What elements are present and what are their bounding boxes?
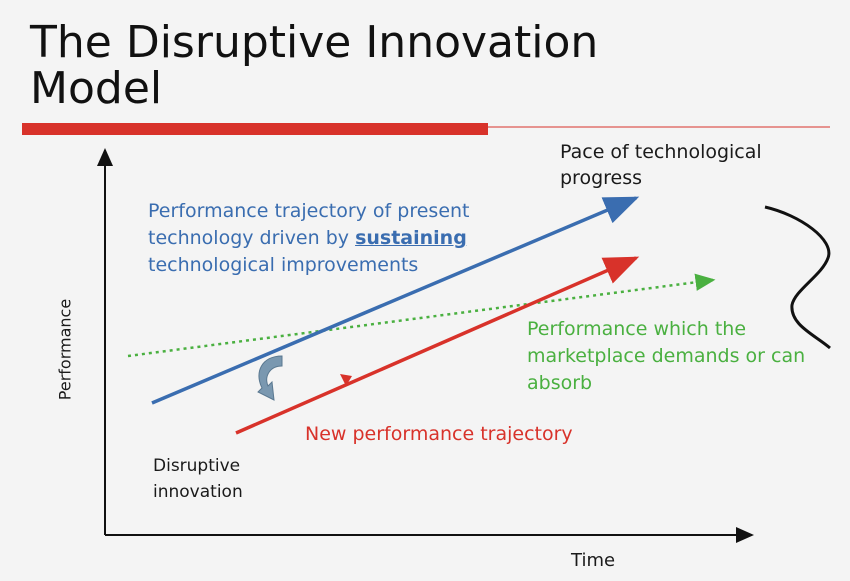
- curved-arrow-icon: [257, 355, 283, 401]
- y-axis-label: Performance: [55, 298, 75, 401]
- title-line-1: The Disruptive Innovation: [30, 17, 599, 68]
- sustaining-label: Performance trajectory of present techno…: [148, 198, 508, 279]
- new-trajectory-mid-arrow: [340, 374, 352, 386]
- disruptive-label: Disruptive innovation: [153, 456, 243, 502]
- title-bar: [22, 123, 488, 135]
- sustaining-label-pre: Performance trajectory of present techno…: [148, 200, 470, 249]
- slide-title: The Disruptive Innovation Model: [30, 20, 598, 112]
- market-label: Performance which the marketplace demand…: [527, 318, 806, 394]
- new-trajectory-line: [235, 256, 640, 435]
- new-trajectory-label: New performance trajectory: [305, 423, 573, 445]
- x-axis-label: Time: [571, 550, 616, 571]
- brace-curve: [764, 205, 831, 350]
- title-line-2: Model: [30, 63, 163, 114]
- sustaining-trajectory-line: [151, 196, 640, 405]
- market-demand-line: [127, 273, 716, 358]
- pace-label: Pace of technological progress: [560, 141, 762, 189]
- sustaining-label-post: technological improvements: [148, 254, 419, 276]
- sustaining-keyword: sustaining: [355, 227, 467, 249]
